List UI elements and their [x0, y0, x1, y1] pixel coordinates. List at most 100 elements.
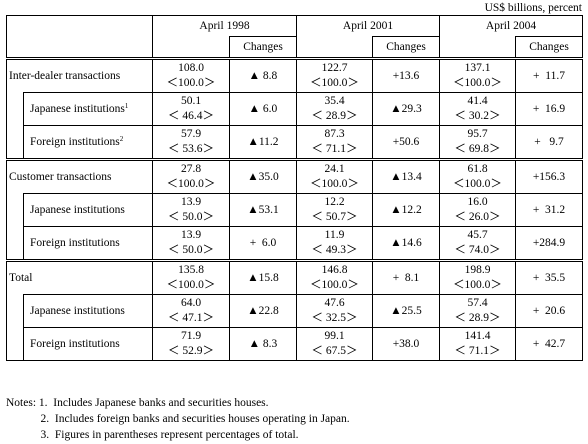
amount-cell: 87.3 ＜ 71.1＞	[296, 125, 373, 160]
amount-value: 11.9	[324, 229, 345, 241]
row-label: Customer transactions	[6, 158, 153, 194]
table-row-sub: Japanese institutions 64.0 ＜ 47.1＞ ▲22.8 47.…	[6, 294, 583, 328]
amount-value: 35.4	[324, 95, 345, 107]
row-label-text: Japanese institutions	[30, 304, 125, 317]
share-value: ＜ 50.0＞	[168, 244, 214, 256]
indent-cell	[6, 226, 24, 261]
amount-value: 13.9	[180, 196, 202, 208]
amount-cell: 13.9 ＜ 50.0＞	[152, 226, 230, 261]
share-value: ＜ 71.1＞	[454, 345, 501, 357]
header-row-years: April 1998 April 2001 April 2004	[6, 15, 583, 37]
amount-cell: 47.6 ＜ 32.5＞	[296, 294, 373, 328]
amount-value: 13.9	[180, 229, 202, 241]
amount-value: 47.6	[324, 297, 345, 309]
amount-cell: 50.1 ＜ 46.4＞	[152, 92, 230, 126]
amount-value: 57.9	[180, 128, 202, 140]
change-cell: + 8.1	[372, 259, 440, 295]
change-cell: + 16.9	[515, 92, 583, 126]
share-value: ＜ 67.5＞	[311, 345, 358, 357]
row-label: Japanese institutions	[23, 193, 153, 227]
footnote-marker: 1	[124, 101, 129, 110]
amount-value: 57.4	[467, 297, 488, 309]
share-value: ＜100.0＞	[453, 77, 502, 89]
amount-cell: 108.0 ＜100.0＞	[152, 58, 230, 93]
change-cell: +284.9	[515, 226, 583, 261]
share-value: ＜ 50.0＞	[168, 211, 214, 223]
row-label: Japanese institutions1	[23, 92, 153, 126]
header-blank-cell	[6, 36, 153, 60]
share-value: ＜ 71.1＞	[311, 143, 358, 155]
share-value: ＜ 28.9＞	[454, 312, 501, 324]
change-cell: ▲11.2	[229, 125, 297, 160]
amount-value: 41.4	[467, 95, 488, 107]
change-cell: ▲22.8	[229, 294, 297, 328]
amount-value: 45.7	[467, 229, 488, 241]
share-value: ＜ 50.7＞	[311, 211, 358, 223]
amount-value: 146.8	[321, 264, 348, 276]
indent-cell	[6, 125, 24, 160]
row-label-text: Foreign institutions	[30, 236, 120, 249]
change-cell: + 6.0	[229, 226, 297, 261]
share-value: ＜100.0＞	[310, 279, 359, 291]
row-label-text: Japanese institutions	[30, 203, 125, 216]
header-row-changes: Changes Changes Changes	[6, 36, 583, 60]
change-cell: ▲ 8.3	[229, 327, 297, 361]
amount-value: 141.4	[464, 330, 491, 342]
amount-value: 12.2	[324, 196, 345, 208]
change-cell: ▲12.2	[372, 193, 440, 227]
amount-cell: 57.4 ＜ 28.9＞	[439, 294, 516, 328]
change-cell: ▲14.6	[372, 226, 440, 261]
share-value: ＜100.0＞	[166, 279, 216, 291]
header-year-2001: April 2001	[296, 15, 440, 37]
amount-value: 95.7	[467, 128, 488, 140]
row-label: Inter-dealer transactions	[6, 58, 153, 93]
share-value: ＜ 47.1＞	[168, 312, 214, 324]
change-cell: ▲ 8.8	[229, 58, 297, 93]
row-label-text: Inter-dealer transactions	[9, 69, 121, 82]
change-cell: + 35.5	[515, 259, 583, 295]
header-changes: Changes	[515, 36, 583, 60]
table-row-sub: Foreign institutions 13.9 ＜ 50.0＞ + 6.0 11.9…	[6, 226, 583, 261]
amount-cell: 11.9 ＜ 49.3＞	[296, 226, 373, 261]
share-value: ＜100.0＞	[166, 77, 216, 89]
indent-cell	[6, 327, 24, 361]
change-cell: + 11.7	[515, 58, 583, 93]
amount-cell: 13.9 ＜ 50.0＞	[152, 193, 230, 227]
share-value: ＜ 74.0＞	[454, 244, 501, 256]
row-label: Foreign institutions	[23, 226, 153, 261]
share-value: ＜ 53.6＞	[168, 143, 214, 155]
row-label: Foreign institutions2	[23, 125, 153, 160]
header-blank-cell	[152, 36, 230, 60]
amount-value: 24.1	[324, 163, 345, 175]
table-row-main: Inter-dealer transactions 108.0 ＜100.0＞ ▲ 8…	[6, 58, 583, 93]
row-label-text: Japanese institutions	[30, 102, 125, 115]
table-row-main: Customer transactions 27.8 ＜100.0＞ ▲35.0 24.…	[6, 158, 583, 194]
share-value: ＜ 30.2＞	[454, 110, 501, 122]
amount-cell: 135.8 ＜100.0＞	[152, 259, 230, 295]
share-value: ＜ 52.9＞	[168, 345, 214, 357]
change-cell: ▲35.0	[229, 158, 297, 194]
amount-cell: 35.4 ＜ 28.9＞	[296, 92, 373, 126]
indent-cell	[6, 193, 24, 227]
indent-cell	[6, 294, 24, 328]
change-cell: ▲15.8	[229, 259, 297, 295]
amount-value: 99.1	[324, 330, 345, 342]
amount-cell: 61.8 ＜100.0＞	[439, 158, 516, 194]
share-value: ＜ 26.0＞	[454, 211, 501, 223]
amount-value: 135.8	[178, 264, 204, 276]
change-cell: ▲25.5	[372, 294, 440, 328]
amount-cell: 122.7 ＜100.0＞	[296, 58, 373, 93]
share-value: ＜ 32.5＞	[311, 312, 358, 324]
change-cell: + 9.7	[515, 125, 583, 160]
table-row-sub: Foreign institutions 71.9 ＜ 52.9＞ ▲ 8.3 99.1…	[6, 327, 583, 361]
unit-label: US$ billions, percent	[484, 2, 582, 14]
header-changes: Changes	[229, 36, 297, 60]
row-label: Japanese institutions	[23, 294, 153, 328]
amount-cell: 198.9 ＜100.0＞	[439, 259, 516, 295]
share-value: ＜100.0＞	[310, 77, 359, 89]
amount-cell: 27.8 ＜100.0＞	[152, 158, 230, 194]
share-value: ＜100.0＞	[453, 279, 502, 291]
amount-value: 198.9	[464, 264, 491, 276]
change-cell: ▲ 6.0	[229, 92, 297, 126]
table-row-sub: Foreign institutions2 57.9 ＜ 53.6＞ ▲11.2 87.…	[6, 125, 583, 160]
